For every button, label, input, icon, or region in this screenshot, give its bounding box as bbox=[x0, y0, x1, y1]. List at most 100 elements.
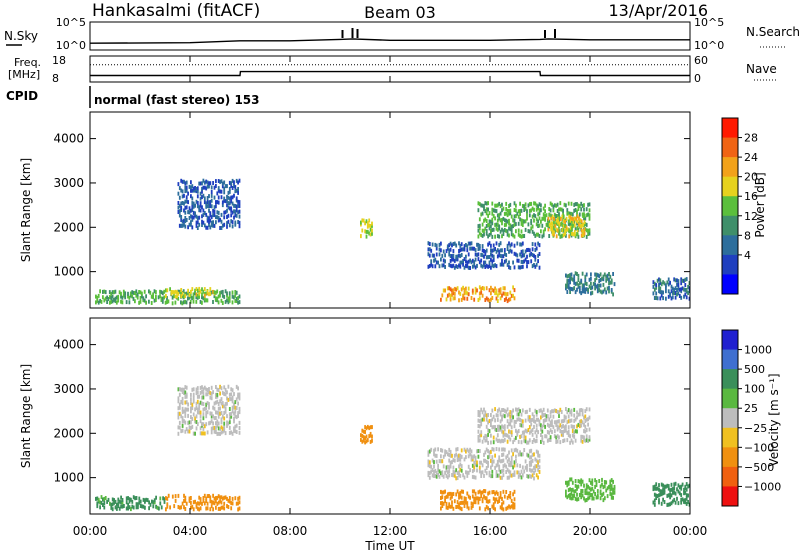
power-cell bbox=[508, 221, 510, 226]
power-cell bbox=[111, 290, 114, 295]
power-cell bbox=[213, 290, 216, 295]
power-cell bbox=[490, 231, 492, 236]
velocity-cell bbox=[541, 429, 544, 434]
power-cell bbox=[567, 283, 570, 288]
power-cell bbox=[428, 253, 431, 258]
power-cell bbox=[567, 211, 570, 216]
power-cell bbox=[212, 289, 214, 294]
power-cell bbox=[203, 223, 206, 228]
power-cell bbox=[215, 215, 217, 220]
velocity-cell bbox=[570, 496, 573, 501]
velocity-cell bbox=[231, 395, 234, 400]
velocity-cell bbox=[658, 493, 660, 498]
velocity-cell bbox=[556, 434, 559, 439]
velocity-cell bbox=[473, 454, 476, 459]
velocity-cell bbox=[208, 421, 210, 426]
velocity-cell bbox=[196, 399, 199, 404]
power-cell bbox=[598, 283, 601, 288]
velocity-cell bbox=[185, 394, 188, 399]
velocity-cell bbox=[474, 475, 477, 480]
velocity-cell bbox=[238, 495, 241, 500]
velocity-cell bbox=[565, 493, 567, 498]
velocity-cell bbox=[577, 412, 580, 417]
velocity-cell bbox=[528, 467, 531, 472]
velocity-cell bbox=[567, 488, 570, 493]
colorbar-segment bbox=[722, 466, 738, 487]
velocity-cell bbox=[237, 386, 239, 391]
power-cell bbox=[550, 221, 553, 226]
velocity-cell bbox=[560, 430, 563, 434]
power-cell bbox=[573, 232, 576, 237]
velocity-cell bbox=[460, 507, 463, 512]
power-cell bbox=[508, 260, 510, 265]
velocity-cell bbox=[537, 460, 539, 465]
power-cell bbox=[139, 290, 142, 295]
velocity-cell bbox=[581, 408, 584, 413]
velocity-cell bbox=[196, 501, 199, 506]
power-cell bbox=[547, 224, 550, 228]
power-cell bbox=[561, 214, 564, 219]
power-cell bbox=[502, 286, 505, 291]
power-cell bbox=[227, 201, 230, 206]
velocity-cell bbox=[114, 505, 117, 510]
power-cell bbox=[581, 286, 584, 290]
power-cell bbox=[596, 273, 599, 278]
velocity-cell bbox=[127, 506, 129, 511]
velocity-cell bbox=[670, 487, 673, 492]
velocity-cell bbox=[210, 414, 213, 419]
power-cell bbox=[670, 296, 673, 301]
power-cell bbox=[483, 254, 485, 259]
power-cell bbox=[502, 232, 505, 236]
power-cell bbox=[445, 297, 448, 302]
power-cell bbox=[498, 224, 501, 229]
velocity-cell bbox=[216, 423, 219, 428]
power-cell bbox=[466, 264, 469, 269]
power-cell bbox=[208, 216, 210, 221]
velocity-cell bbox=[478, 496, 481, 501]
velocity-cell bbox=[515, 420, 517, 424]
velocity-cell bbox=[587, 417, 589, 422]
power-cell bbox=[233, 209, 235, 214]
velocity-cell bbox=[192, 392, 195, 397]
power-cell bbox=[503, 259, 506, 264]
velocity-cell bbox=[544, 434, 546, 439]
velocity-cell bbox=[662, 483, 664, 488]
power-cell bbox=[104, 296, 107, 301]
velocity-cell bbox=[584, 491, 587, 495]
power-cell bbox=[216, 215, 219, 220]
power-cell bbox=[565, 227, 568, 232]
velocity-cell bbox=[658, 498, 660, 503]
power-cell bbox=[477, 252, 480, 257]
velocity-cell bbox=[655, 486, 658, 491]
power-cell bbox=[494, 208, 496, 213]
power-cell bbox=[578, 286, 581, 290]
power-cell bbox=[503, 228, 506, 232]
power-cell bbox=[114, 289, 117, 294]
velocity-cell bbox=[501, 475, 503, 480]
power-cell bbox=[452, 253, 455, 258]
velocity-cell bbox=[156, 505, 159, 510]
power-cell bbox=[674, 286, 677, 291]
noise-y-top-right: 10^5 bbox=[694, 16, 724, 29]
velocity-cell bbox=[234, 409, 237, 414]
velocity-cell bbox=[685, 496, 688, 501]
velocity-cell bbox=[583, 496, 585, 501]
power-cell bbox=[484, 217, 487, 222]
velocity-cell bbox=[502, 413, 505, 418]
velocity-cell bbox=[513, 448, 516, 453]
velocity-cell bbox=[665, 484, 667, 489]
velocity-cell bbox=[206, 388, 209, 392]
power-cell bbox=[234, 189, 237, 194]
velocity-cell bbox=[490, 419, 492, 423]
power-cell bbox=[583, 227, 586, 232]
velocity-cell bbox=[473, 460, 476, 465]
colorbar-tick-label: 500 bbox=[744, 363, 765, 376]
velocity-cell bbox=[588, 495, 591, 500]
power-cell bbox=[435, 243, 438, 248]
power-cell bbox=[136, 292, 139, 297]
power-cell bbox=[548, 222, 551, 227]
velocity-cell bbox=[231, 388, 234, 393]
velocity-cell bbox=[670, 501, 673, 506]
